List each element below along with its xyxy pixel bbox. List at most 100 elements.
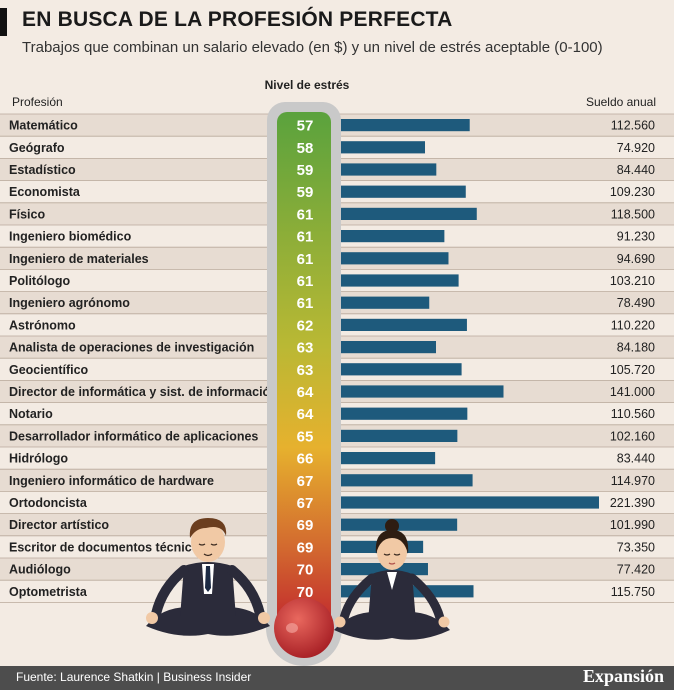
brand-logo: Expansión xyxy=(582,666,664,686)
salary-bar xyxy=(336,119,470,132)
salary-bar xyxy=(336,163,437,176)
woman-smile xyxy=(388,562,396,565)
stress-value: 61 xyxy=(297,206,314,223)
salary-bar xyxy=(336,474,473,487)
thermometer-tube xyxy=(277,112,331,628)
stress-value: 70 xyxy=(297,562,314,579)
salary-value-label: 101.990 xyxy=(610,518,655,532)
category-label: Hidrólogo xyxy=(9,452,68,466)
source-text: Fuente: Laurence Shatkin | Business Insi… xyxy=(16,670,252,684)
salary-header: Sueldo anual xyxy=(586,95,656,109)
salary-bar xyxy=(336,496,599,509)
stress-value: 61 xyxy=(297,251,314,268)
stress-value: 61 xyxy=(297,273,314,290)
woman-hair xyxy=(375,530,409,554)
category-label: Escritor de documentos técnicos xyxy=(9,540,206,554)
stress-value: 62 xyxy=(297,317,314,334)
man-smile xyxy=(203,553,213,557)
salary-value-label: 83.440 xyxy=(617,452,655,466)
stress-value: 61 xyxy=(297,229,314,246)
category-label: Notario xyxy=(9,407,53,421)
footer: Fuente: Laurence Shatkin | Business Insi… xyxy=(0,666,674,690)
stress-value: 63 xyxy=(297,362,314,379)
man-hair xyxy=(189,518,227,538)
salary-value-label: 115.750 xyxy=(611,585,655,599)
category-label: Matemático xyxy=(9,119,78,133)
category-label: Politólogo xyxy=(9,274,70,288)
salary-bar xyxy=(336,274,459,287)
man-arm-right xyxy=(227,565,265,619)
salary-bar xyxy=(336,363,462,376)
stress-value: 59 xyxy=(297,184,314,201)
woman-legs xyxy=(334,612,450,640)
chart: Profesión Nivel de estrés Sueldo anual Mate… xyxy=(0,78,674,666)
salary-bar xyxy=(336,207,477,220)
stress-value: 65 xyxy=(297,428,314,445)
salary-bar xyxy=(336,296,430,309)
category-label: Director artístico xyxy=(9,518,109,532)
man-hand xyxy=(258,612,270,624)
salary-value-label: 102.160 xyxy=(610,429,655,443)
salary-value-label: 94.690 xyxy=(617,252,655,266)
salary-value-label: 105.720 xyxy=(610,363,655,377)
salary-bar xyxy=(336,341,437,354)
stress-header: Nivel de estrés xyxy=(265,78,350,92)
salary-value-label: 78.490 xyxy=(617,296,655,310)
category-label: Estadístico xyxy=(9,163,76,177)
stress-value: 67 xyxy=(297,473,314,490)
woman-jacket xyxy=(368,570,416,622)
salary-bar xyxy=(336,230,445,243)
salary-value-label: 74.920 xyxy=(617,141,655,155)
woman-hair-bun xyxy=(385,519,399,533)
salary-bar xyxy=(336,429,458,442)
woman-face xyxy=(377,534,407,570)
category-label: Analista de operaciones de investigación xyxy=(9,341,254,355)
woman-arm-left xyxy=(339,573,377,623)
salary-value-label: 118.500 xyxy=(611,207,655,221)
man-tie xyxy=(205,566,211,592)
stress-value: 64 xyxy=(297,384,314,401)
page-subtitle: Trabajos que combinan un salario elevado… xyxy=(22,39,603,56)
salary-value-label: 112.560 xyxy=(611,119,655,133)
category-label: Optometrista xyxy=(9,585,88,599)
meditating-man-illustration xyxy=(146,518,270,636)
category-label: Ingeniero informático de hardware xyxy=(9,474,214,488)
salary-bar xyxy=(336,185,466,198)
stress-value: 64 xyxy=(297,406,314,423)
man-arm-left xyxy=(151,565,189,619)
salary-bar xyxy=(336,141,426,154)
woman-hand xyxy=(438,616,450,628)
stress-value: 63 xyxy=(297,340,314,357)
page-title: EN BUSCA DE LA PROFESIÓN PERFECTA xyxy=(22,8,453,31)
woman-shirt xyxy=(387,572,397,590)
category-label: Ingeniero agrónomo xyxy=(9,296,130,310)
salary-value-label: 109.230 xyxy=(610,185,655,199)
stress-value: 59 xyxy=(297,162,314,179)
category-label: Geógrafo xyxy=(9,141,65,155)
man-legs xyxy=(146,607,270,636)
salary-bar xyxy=(336,407,468,420)
profession-header: Profesión xyxy=(12,95,63,109)
man-eyes xyxy=(198,543,218,546)
category-label: Astrónomo xyxy=(9,318,76,332)
bulb-highlight xyxy=(286,623,298,633)
man-hand xyxy=(146,612,158,624)
woman-eyes xyxy=(383,553,401,556)
woman-arm-right xyxy=(407,573,445,623)
category-label: Físico xyxy=(9,207,45,221)
woman-hand xyxy=(334,616,346,628)
salary-value-label: 110.220 xyxy=(611,318,655,332)
salary-value-label: 84.180 xyxy=(617,341,655,355)
stress-value: 66 xyxy=(297,451,314,468)
stress-value: 58 xyxy=(297,140,314,157)
thermometer-bulb xyxy=(274,598,334,658)
category-label: Ortodoncista xyxy=(9,496,88,510)
stress-value: 69 xyxy=(297,517,314,534)
man-face xyxy=(191,522,225,562)
salary-value-label: 114.970 xyxy=(611,474,655,488)
salary-bar xyxy=(336,252,449,265)
salary-value-label: 141.000 xyxy=(610,385,655,399)
salary-value-label: 110.560 xyxy=(611,407,655,421)
category-label: Desarrollador informático de aplicacione… xyxy=(9,429,258,443)
salary-value-label: 103.210 xyxy=(610,274,655,288)
